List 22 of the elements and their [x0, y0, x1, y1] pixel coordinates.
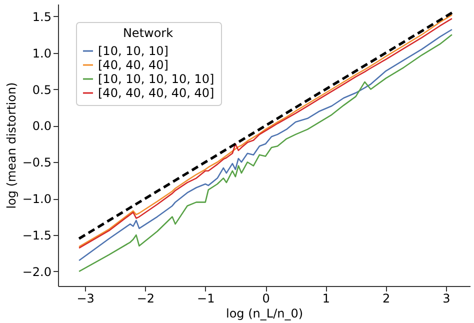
- y-tick-label: −1.0: [22, 192, 52, 206]
- x-tick-label: −3: [76, 292, 94, 306]
- x-axis-title: log (n_L/n_0): [226, 306, 304, 320]
- y-tick-label: −1.5: [22, 228, 52, 242]
- y-axis-title: log (mean distortion): [4, 82, 18, 209]
- y-tick-label: 0.5: [32, 82, 52, 97]
- legend-title: Network: [122, 26, 174, 40]
- y-tick-label: −2.0: [22, 264, 52, 279]
- x-tick-label: 2: [382, 292, 390, 306]
- legend-label: [10, 10, 10, 10, 10]: [98, 72, 214, 86]
- x-tick-label: −1: [197, 292, 215, 306]
- x-tick-label: 0: [262, 292, 270, 306]
- legend-label: [10, 10, 10]: [98, 44, 168, 58]
- x-tick-label: 1: [322, 292, 330, 306]
- x-tick-label: 3: [442, 292, 450, 306]
- x-tick-label: −2: [136, 292, 155, 306]
- y-tick-label: 1.5: [32, 10, 52, 24]
- y-tick-label: 1.0: [32, 46, 52, 60]
- legend-label: [40, 40, 40]: [98, 58, 168, 72]
- y-tick-label: 0.0: [32, 119, 52, 134]
- legend-label: [40, 40, 40, 40, 40]: [98, 86, 214, 100]
- y-tick-label: −0.5: [22, 156, 52, 170]
